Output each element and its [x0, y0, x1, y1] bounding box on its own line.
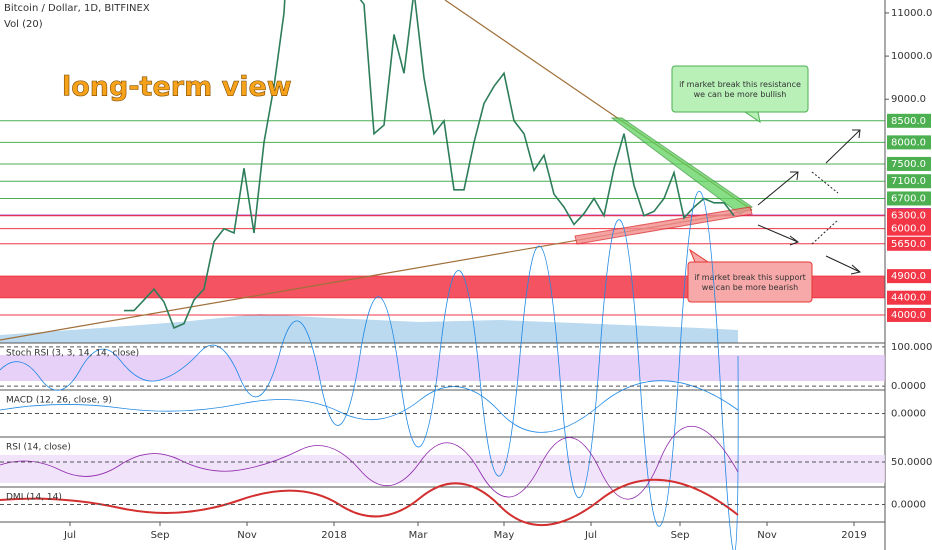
indicator-label: DMI (14, 14) — [6, 493, 62, 503]
rsi-line — [0, 426, 739, 500]
indicator-label: Stoch RSI (3, 3, 14, 14, close) — [6, 349, 139, 359]
indicator-tick-label: 0.0000 — [891, 500, 926, 511]
bearish-note: if market break this support we can be mo… — [694, 273, 806, 292]
bullish-note-box — [671, 65, 809, 113]
chart-title: Bitcoin / Dollar, 1D, BITFINEX — [4, 3, 150, 14]
y-tick-label: 4900.0 — [891, 271, 926, 282]
resistance-zone — [610, 117, 753, 215]
note-pointer — [688, 248, 710, 263]
y-tick-label: 8000.0 — [891, 137, 926, 148]
y-tick-label: 9000.0 — [891, 94, 926, 105]
note-pointer — [743, 111, 761, 124]
support-band — [0, 276, 885, 298]
x-tick-label: 2019 — [841, 530, 866, 541]
bullish-note: if market break this resistance we can be… — [679, 80, 801, 99]
y-tick-label: 5650.0 — [891, 239, 926, 250]
x-tick-label: 2018 — [321, 530, 346, 541]
price-label-box — [887, 236, 931, 251]
x-tick-label: Nov — [237, 530, 257, 541]
stoch-band — [0, 355, 885, 381]
subtitle: Vol (20) — [4, 19, 43, 30]
y-tick-label: 11000.0 — [891, 8, 932, 19]
x-tick-label: Jul — [63, 530, 76, 541]
price-label-box — [887, 174, 931, 189]
y-tick-label: 4000.0 — [891, 310, 926, 321]
price-label-box — [887, 269, 931, 284]
y-tick-label: 4400.0 — [891, 293, 926, 304]
price-label-box — [887, 191, 931, 206]
price-label-box — [887, 290, 931, 305]
price-line — [124, 0, 735, 329]
price-label-box — [887, 307, 931, 322]
indicator-label: RSI (14, close) — [6, 443, 71, 453]
x-tick-label: Sep — [151, 530, 170, 541]
y-tick-label: 7100.0 — [891, 176, 926, 187]
price-label-box — [887, 135, 931, 150]
x-tick-label: Mar — [409, 530, 429, 541]
price-label-box — [887, 113, 931, 128]
y-tick-label: 7500.0 — [891, 159, 926, 170]
annotation-title: long-term view — [62, 72, 292, 103]
indicator-tick-label: 0.0000 — [891, 381, 926, 392]
x-tick-label: May — [494, 530, 515, 541]
indicator-tick-label: 100.0000 — [891, 342, 932, 353]
y-tick-label: 6000.0 — [891, 224, 926, 235]
bearish-note-box — [687, 261, 813, 303]
indicator-tick-label: 0.0000 — [891, 409, 926, 420]
rsi-band — [0, 455, 885, 483]
y-tick-label: 6300.0 — [891, 211, 926, 222]
price-label-box — [887, 221, 931, 236]
x-tick-label: Sep — [671, 530, 690, 541]
arrows — [757, 129, 862, 275]
y-tick-label: 10000.0 — [891, 51, 932, 62]
adx-line — [0, 478, 739, 526]
indicator-tick-label: 50.0000 — [891, 457, 932, 468]
x-tick-label: Nov — [757, 530, 777, 541]
y-tick-label: 6700.0 — [891, 193, 926, 204]
price-label-box — [887, 208, 931, 223]
y-tick-label: 8500.0 — [891, 116, 926, 127]
price-label-box — [887, 156, 931, 171]
indicator-label: MACD (12, 26, close, 9) — [6, 396, 112, 406]
x-tick-label: Jul — [584, 530, 597, 541]
macd-line — [0, 380, 739, 433]
volume-area — [0, 314, 738, 343]
stoch-line — [0, 191, 739, 550]
